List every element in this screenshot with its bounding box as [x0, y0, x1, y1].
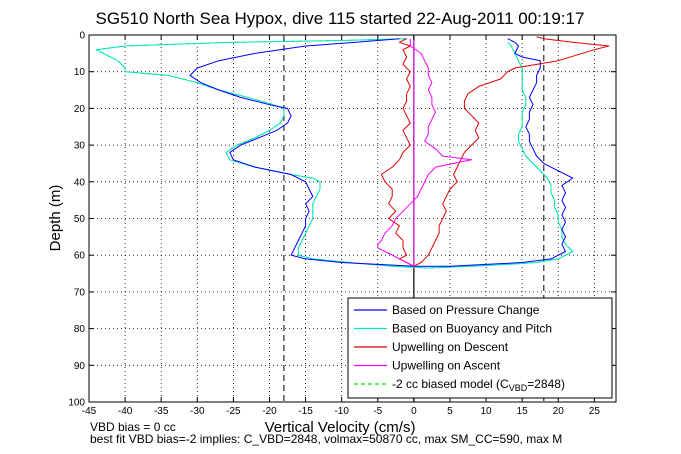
- series-line-3: [377, 35, 473, 267]
- legend: Based on Pressure Change Based on Buoyanc…: [347, 297, 613, 399]
- series-line-2: [380, 36, 610, 267]
- y-tick-label: 100: [68, 398, 85, 409]
- y-tick-label: 20: [74, 104, 86, 115]
- legend-box: [347, 297, 613, 399]
- series-layer: [95, 35, 610, 269]
- x-tick-label: -40: [118, 406, 133, 417]
- x-tick-label: 25: [589, 406, 601, 417]
- legend-label: Upwelling on Descent: [392, 340, 509, 354]
- x-tick-label: 10: [480, 406, 492, 417]
- x-axis: -45 -40 -35 -30 -25 -20 -15 -10 -5 0 5 10 15 20 25: [82, 35, 601, 417]
- x-tick-label: 20: [553, 406, 565, 417]
- footer-line-2: best fit VBD bias=-2 implies: C_VBD=2848…: [90, 432, 563, 446]
- y-axis: 0 10 20 30 40 50 60 70 80 90 100: [68, 31, 616, 409]
- y-tick-label: 50: [74, 214, 86, 225]
- y-tick-label: 70: [74, 287, 86, 298]
- y-tick-label: 10: [74, 67, 86, 78]
- y-tick-label: 80: [74, 324, 86, 335]
- legend-label: Based on Pressure Change: [392, 303, 540, 317]
- x-axis-label: Vertical Velocity (cm/s): [265, 419, 416, 436]
- x-tick-label: -30: [190, 406, 205, 417]
- legend-label: Upwelling on Ascent: [392, 359, 501, 373]
- legend-label: -2 cc biased model (CVBD=2848): [392, 377, 565, 393]
- y-tick-label: 90: [74, 361, 86, 372]
- y-tick-label: 0: [79, 31, 85, 42]
- y-tick-label: 30: [74, 141, 86, 152]
- legend-label: Based on Buoyancy and Pitch: [392, 322, 552, 336]
- series-line-0: [189, 38, 574, 267]
- x-tick-label: -35: [154, 406, 169, 417]
- x-tick-label: -25: [226, 406, 241, 417]
- x-tick-label: -10: [334, 406, 349, 417]
- y-tick-label: 40: [74, 177, 86, 188]
- chart-title: SG510 North Sea Hypox, dive 115 started …: [96, 9, 585, 28]
- y-tick-label: 60: [74, 251, 86, 262]
- y-axis-label: Depth (m): [47, 185, 64, 252]
- x-tick-label: -20: [262, 406, 277, 417]
- x-tick-label: -45: [82, 406, 97, 417]
- x-tick-label: -15: [298, 406, 313, 417]
- series-line-4: [95, 38, 574, 269]
- x-tick-label: -5: [373, 406, 382, 417]
- series-line-1: [95, 38, 574, 269]
- footer-line-1: VBD bias = 0 cc: [90, 420, 176, 434]
- x-tick-label: 5: [447, 406, 453, 417]
- x-tick-label: 15: [517, 406, 529, 417]
- x-tick-label: 0: [411, 406, 417, 417]
